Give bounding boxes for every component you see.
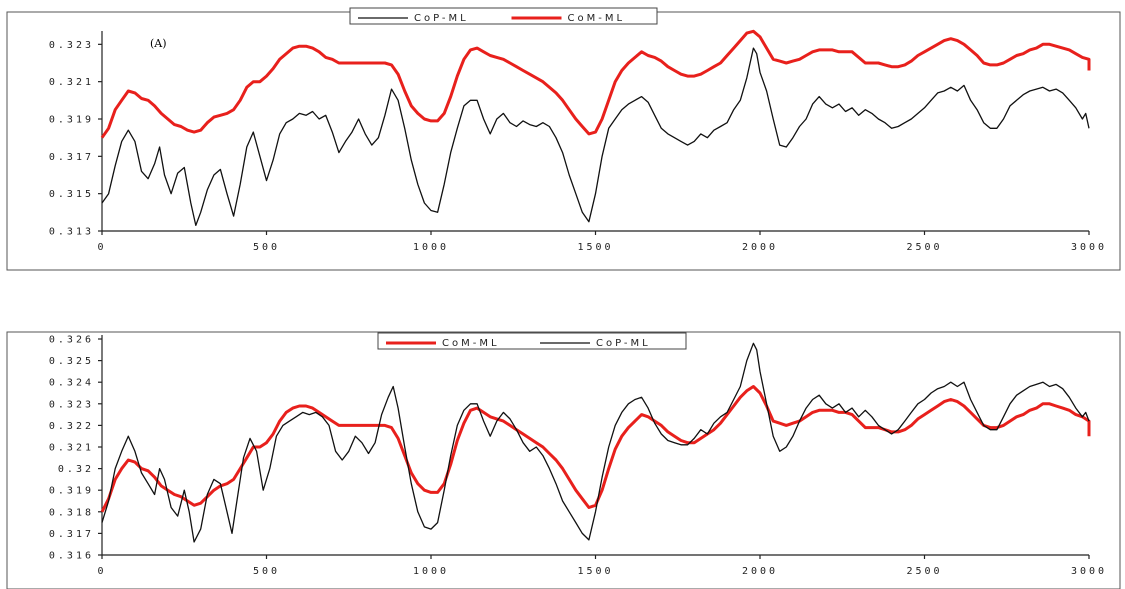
y-tick-label: 0.323 (49, 399, 94, 410)
x-tick-label: 0 (97, 242, 106, 253)
panel-b-series (100, 342, 1091, 543)
y-tick-label: 0.315 (49, 189, 94, 200)
x-tick-label: 3000 (1071, 242, 1107, 253)
y-tick-label: 0.316 (49, 551, 94, 562)
y-tick-label: 0.32 (58, 464, 94, 475)
series-line-cop-ml (101, 47, 1090, 227)
legend-label: CoM-ML (442, 338, 500, 349)
legend-label: CoM-ML (568, 13, 626, 24)
x-tick-label: 500 (253, 566, 280, 577)
x-tick-label: 1000 (413, 566, 449, 577)
x-tick-label: 1500 (577, 242, 613, 253)
x-tick-label: 0 (97, 566, 106, 577)
panel-b-legend: CoM-ML CoP-ML (377, 332, 687, 350)
x-tick-label: 2500 (906, 242, 942, 253)
series-line-cop-ml (101, 342, 1090, 543)
y-tick-label: 0.317 (49, 152, 94, 163)
x-tick-label: 2500 (906, 566, 942, 577)
y-tick-label: 0.324 (49, 378, 94, 389)
x-tick-label: 2000 (742, 242, 778, 253)
y-tick-label: 0.319 (49, 486, 94, 497)
legend-label: CoP-ML (414, 13, 469, 24)
panel-a-label: (A) (150, 37, 167, 50)
y-tick-label: 0.322 (49, 421, 94, 432)
legend-box (377, 332, 687, 350)
x-tick-label: 3000 (1071, 566, 1107, 577)
y-tick-label: 0.323 (49, 40, 94, 51)
x-tick-label: 2000 (742, 566, 778, 577)
legend-box (349, 7, 658, 25)
panel-a-series (100, 29, 1091, 227)
panel-b-axes: 0.316 0.317 0.318 0.319 0.32 0.321 0.322 0.323 0… (49, 335, 1107, 578)
y-tick-label: 0.319 (49, 115, 94, 126)
y-tick-label: 0.317 (49, 529, 94, 540)
panel-a-legend: CoP-ML CoM-ML (349, 7, 658, 25)
chart-panel-a: 0.313 0.315 0.317 0.319 0.321 0.323 0 500 1000 15… (6, 7, 1121, 271)
panel-a-axes: 0.313 0.315 0.317 0.319 0.321 0.323 0 500 1000 15… (49, 31, 1107, 253)
x-tick-label: 500 (253, 242, 280, 253)
y-tick-label: 0.325 (49, 356, 94, 367)
y-tick-label: 0.318 (49, 507, 94, 518)
series-line-com-ml (100, 29, 1091, 139)
legend-label: CoP-ML (596, 338, 651, 349)
y-tick-label: 0.326 (49, 335, 94, 346)
series-line-com-ml (100, 385, 1091, 513)
x-tick-label: 1000 (413, 242, 449, 253)
y-tick-label: 0.321 (49, 443, 94, 454)
y-tick-label: 0.321 (49, 77, 94, 88)
y-tick-label: 0.313 (49, 227, 94, 238)
x-tick-label: 1500 (577, 566, 613, 577)
chart-panel-b: 0.316 0.317 0.318 0.319 0.32 0.321 0.322 0.323 0… (6, 331, 1121, 589)
panel-b-frame (6, 331, 1121, 589)
